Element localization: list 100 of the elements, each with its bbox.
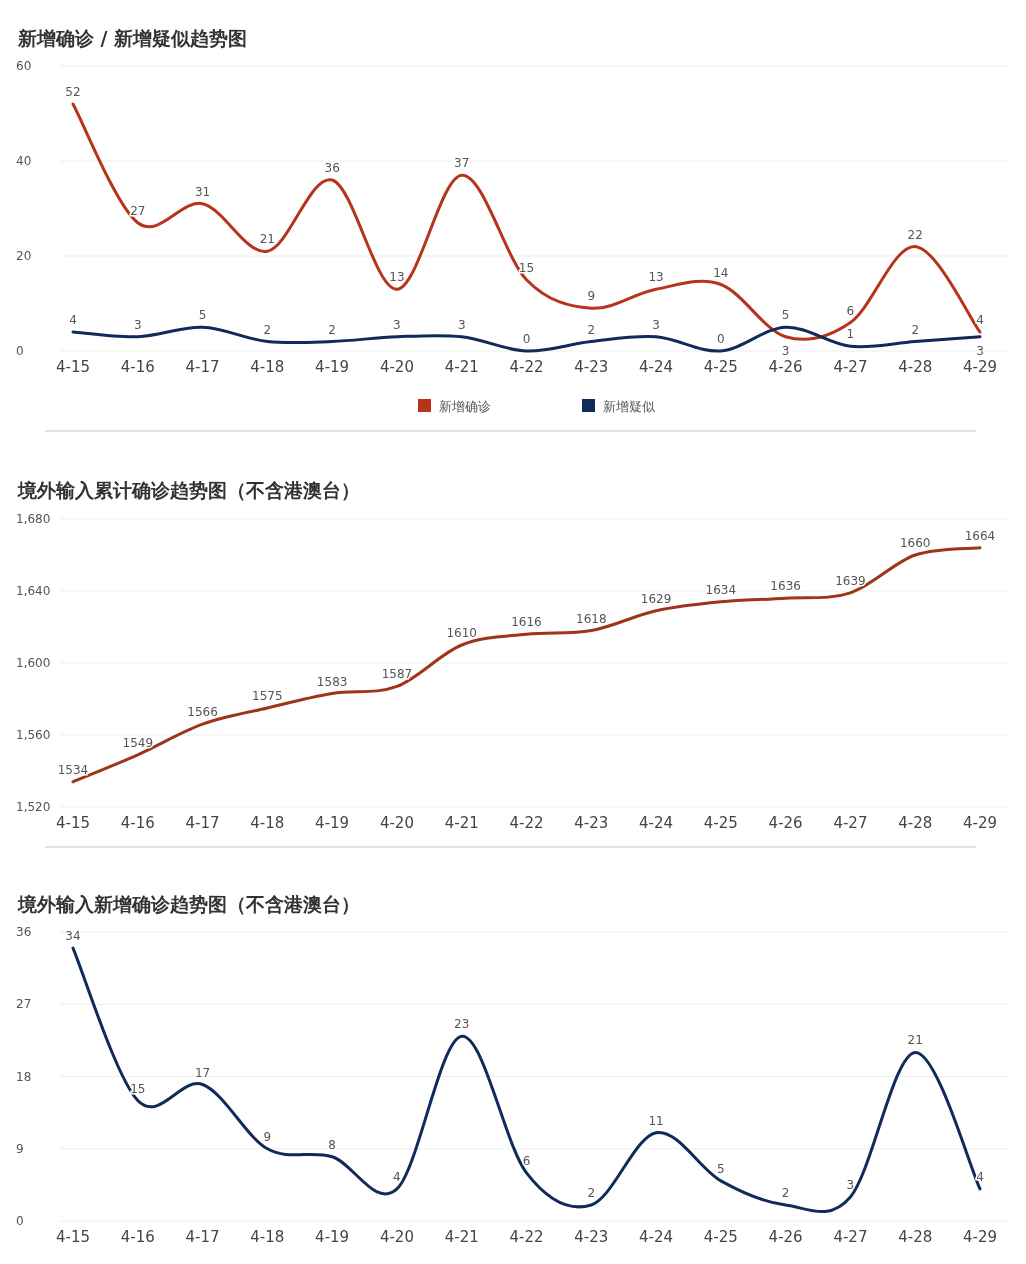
data-label: 5 <box>717 1161 725 1176</box>
chart-title: 境外输入新增确诊趋势图（不含港澳台） <box>17 893 360 915</box>
x-tick-label: 4-27 <box>833 358 868 376</box>
x-tick-label: 4-20 <box>379 1228 414 1246</box>
y-tick-label: 1,520 <box>16 800 51 814</box>
x-tick-label: 4-19 <box>315 814 350 832</box>
x-tick-label: 4-18 <box>250 358 285 376</box>
data-label: 4 <box>976 1169 984 1184</box>
data-label: 1664 <box>964 528 996 543</box>
data-label: 9 <box>587 289 596 304</box>
x-tick-label: 4-19 <box>315 358 350 376</box>
data-label: 3 <box>393 317 401 332</box>
data-label: 6 <box>846 303 855 318</box>
x-tick-label: 4-23 <box>574 814 609 832</box>
x-tick-label: 4-28 <box>898 358 933 376</box>
x-tick-label: 4-17 <box>185 358 220 376</box>
y-tick-label: 1,600 <box>16 656 51 670</box>
data-label: 1549 <box>122 735 154 750</box>
data-label: 1629 <box>640 591 672 606</box>
data-label: 2 <box>911 322 920 337</box>
data-label: 27 <box>130 203 146 218</box>
data-label: 2 <box>587 322 596 337</box>
x-tick-label: 4-24 <box>639 1228 674 1246</box>
data-label: 21 <box>907 1033 923 1048</box>
data-label: 4 <box>393 1169 401 1184</box>
y-tick-label: 20 <box>16 249 32 263</box>
x-tick-label: 4-16 <box>120 1228 155 1246</box>
data-label: 1616 <box>511 615 542 630</box>
data-label: 3 <box>846 1177 855 1192</box>
x-tick-label: 4-26 <box>768 814 803 832</box>
data-label: 3 <box>976 343 984 358</box>
chart-title: 新增确诊 / 新增疑似趋势图 <box>17 27 248 49</box>
data-label: 1 <box>846 327 855 342</box>
data-label: 31 <box>194 184 211 199</box>
data-label: 17 <box>194 1065 211 1080</box>
x-tick-label: 4-27 <box>833 1228 868 1246</box>
data-label: 2 <box>781 1185 790 1200</box>
data-label: 0 <box>717 332 725 346</box>
x-tick-label: 4-25 <box>703 814 738 832</box>
data-label: 13 <box>648 270 664 285</box>
data-label: 22 <box>907 227 923 242</box>
data-label: 1639 <box>835 573 866 588</box>
data-label: 15 <box>130 1081 146 1096</box>
x-tick-label: 4-16 <box>120 814 155 832</box>
x-tick-label: 4-29 <box>962 814 998 832</box>
x-tick-label: 4-22 <box>509 814 544 832</box>
data-label: 4 <box>69 313 77 327</box>
x-tick-label: 4-22 <box>509 1228 544 1246</box>
y-tick-label: 1,680 <box>16 512 51 526</box>
data-label: 14 <box>713 265 729 280</box>
data-label: 6 <box>522 1153 531 1168</box>
x-tick-label: 4-17 <box>185 814 220 832</box>
data-label: 1587 <box>381 667 413 682</box>
x-tick-label: 4-16 <box>120 358 155 376</box>
x-tick-label: 4-18 <box>250 814 285 832</box>
data-label: 8 <box>328 1137 336 1152</box>
x-tick-label: 4-25 <box>703 358 738 376</box>
data-label: 5 <box>198 308 207 323</box>
data-label: 1575 <box>252 689 283 703</box>
data-label: 1566 <box>187 705 218 720</box>
x-tick-label: 4-15 <box>55 358 91 376</box>
data-label: 0 <box>522 332 531 346</box>
x-tick-label: 4-21 <box>444 358 479 376</box>
x-tick-label: 4-23 <box>574 358 609 376</box>
x-tick-label: 4-17 <box>185 1228 220 1246</box>
y-tick-label: 40 <box>16 154 32 168</box>
x-tick-label: 4-23 <box>574 1228 609 1246</box>
data-label: 1634 <box>705 582 737 597</box>
data-label: 4 <box>976 313 984 327</box>
x-tick-label: 4-20 <box>379 814 414 832</box>
data-label: 13 <box>389 270 405 285</box>
data-label: 1534 <box>57 762 89 777</box>
x-tick-label: 4-27 <box>833 814 868 832</box>
x-tick-label: 4-22 <box>509 358 544 376</box>
data-label: 3 <box>133 317 142 332</box>
y-tick-label: 1,640 <box>16 584 51 598</box>
x-tick-label: 4-20 <box>379 358 414 376</box>
y-tick-label: 60 <box>16 59 32 73</box>
x-tick-label: 4-28 <box>898 1228 933 1246</box>
data-label: 21 <box>259 232 275 247</box>
data-label: 37 <box>454 156 470 171</box>
x-tick-label: 4-24 <box>639 358 674 376</box>
x-tick-label: 4-24 <box>639 814 674 832</box>
data-label: 9 <box>263 1129 272 1144</box>
x-tick-label: 4-19 <box>315 1228 350 1246</box>
x-tick-label: 4-29 <box>962 1228 998 1246</box>
data-label: 1610 <box>446 626 477 640</box>
x-tick-label: 4-28 <box>898 814 933 832</box>
data-label: 2 <box>328 322 336 337</box>
data-label: 34 <box>65 929 81 944</box>
y-tick-label: 27 <box>16 997 32 1012</box>
data-label: 2 <box>587 1185 596 1200</box>
x-tick-label: 4-21 <box>444 1228 479 1246</box>
y-tick-label: 9 <box>16 1141 24 1156</box>
data-label: 1583 <box>316 674 348 689</box>
x-tick-label: 4-15 <box>55 814 91 832</box>
y-tick-label: 1,560 <box>16 728 51 742</box>
x-tick-label: 4-18 <box>250 1228 285 1246</box>
legend-label: 新增疑似 <box>603 399 655 414</box>
x-tick-label: 4-15 <box>55 1228 91 1246</box>
